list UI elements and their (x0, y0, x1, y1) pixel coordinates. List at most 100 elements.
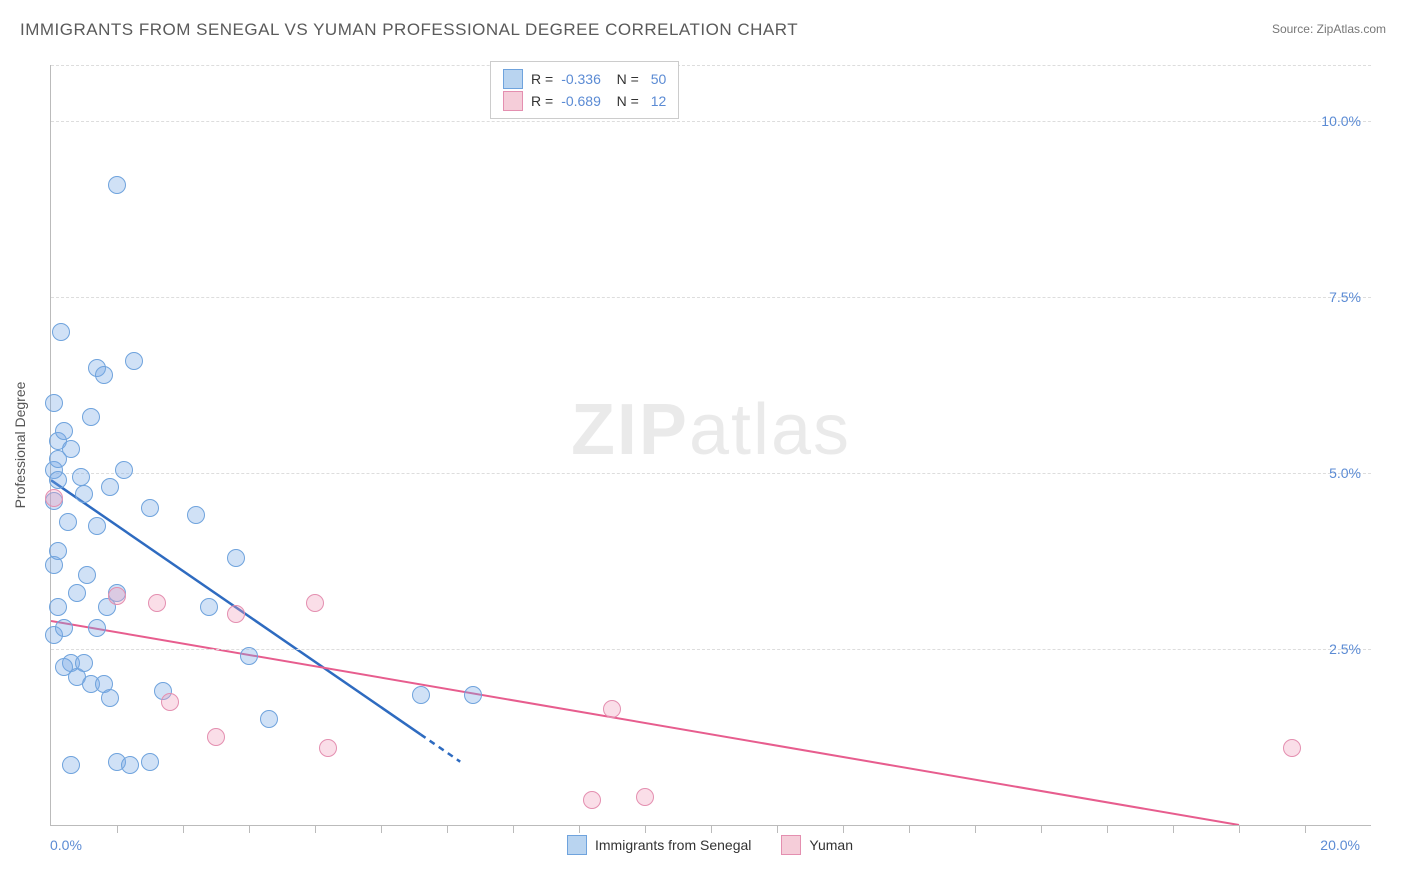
scatter-point-senegal (62, 756, 80, 774)
legend-r-label: R = (531, 68, 553, 90)
x-tick (249, 825, 250, 833)
scatter-point-senegal (49, 471, 67, 489)
scatter-point-senegal (240, 647, 258, 665)
legend-r-value: -0.689 (561, 90, 601, 112)
scatter-point-senegal (68, 584, 86, 602)
x-tick (1107, 825, 1108, 833)
x-tick (513, 825, 514, 833)
x-tick (579, 825, 580, 833)
scatter-point-senegal (49, 542, 67, 560)
x-tick (645, 825, 646, 833)
legend-swatch (567, 835, 587, 855)
legend-r-label: R = (531, 90, 553, 112)
x-axis-max-label: 20.0% (1320, 837, 1360, 853)
legend-label: Yuman (809, 837, 853, 853)
scatter-point-senegal (200, 598, 218, 616)
scatter-point-yuman (636, 788, 654, 806)
scatter-point-yuman (108, 587, 126, 605)
x-tick (1173, 825, 1174, 833)
gridline (51, 121, 1371, 122)
x-tick (1239, 825, 1240, 833)
chart-area: Professional Degree ZIPatlas 2.5%5.0%7.5… (50, 65, 1370, 825)
x-tick (975, 825, 976, 833)
scatter-point-senegal (78, 566, 96, 584)
scatter-point-senegal (72, 468, 90, 486)
chart-title: IMMIGRANTS FROM SENEGAL VS YUMAN PROFESS… (20, 20, 798, 40)
x-tick (381, 825, 382, 833)
scatter-point-senegal (45, 394, 63, 412)
y-tick-label: 7.5% (1329, 289, 1361, 305)
scatter-point-yuman (319, 739, 337, 757)
scatter-point-senegal (55, 422, 73, 440)
gridline (51, 473, 1371, 474)
scatter-point-yuman (603, 700, 621, 718)
scatter-point-senegal (101, 689, 119, 707)
scatter-point-senegal (125, 352, 143, 370)
scatter-point-senegal (55, 619, 73, 637)
scatter-point-senegal (121, 756, 139, 774)
series-legend: Immigrants from Senegal Yuman (567, 835, 853, 855)
trend-lines-layer (51, 65, 1371, 825)
scatter-point-senegal (75, 654, 93, 672)
x-tick (315, 825, 316, 833)
x-tick (447, 825, 448, 833)
scatter-point-senegal (88, 619, 106, 637)
gridline (51, 297, 1371, 298)
scatter-point-senegal (101, 478, 119, 496)
scatter-point-yuman (161, 693, 179, 711)
scatter-point-senegal (108, 176, 126, 194)
scatter-point-senegal (62, 440, 80, 458)
scatter-point-senegal (412, 686, 430, 704)
scatter-point-yuman (207, 728, 225, 746)
source-attribution: Source: ZipAtlas.com (1272, 22, 1386, 36)
y-tick-label: 2.5% (1329, 641, 1361, 657)
watermark: ZIPatlas (571, 389, 851, 471)
x-tick (711, 825, 712, 833)
y-axis-label: Professional Degree (12, 382, 28, 509)
legend-stat-row: R = -0.689 N = 12 (503, 90, 666, 112)
legend-swatch (503, 91, 523, 111)
legend-r-value: -0.336 (561, 68, 601, 90)
legend-swatch (503, 69, 523, 89)
scatter-point-senegal (49, 598, 67, 616)
y-tick-label: 5.0% (1329, 465, 1361, 481)
legend-item: Yuman (781, 835, 853, 855)
plot-region: ZIPatlas 2.5% 5.0% 7.5% 10.0% (50, 65, 1371, 826)
x-tick (1305, 825, 1306, 833)
y-tick-label: 10.0% (1321, 113, 1361, 129)
scatter-point-senegal (227, 549, 245, 567)
legend-n-value: 50 (647, 68, 666, 90)
scatter-point-senegal (59, 513, 77, 531)
scatter-point-senegal (75, 485, 93, 503)
scatter-point-senegal (55, 658, 73, 676)
scatter-point-yuman (583, 791, 601, 809)
x-tick (909, 825, 910, 833)
gridline (51, 65, 1371, 66)
scatter-point-senegal (464, 686, 482, 704)
legend-item: Immigrants from Senegal (567, 835, 751, 855)
scatter-point-senegal (141, 753, 159, 771)
legend-n-label: N = (609, 68, 639, 90)
scatter-point-senegal (141, 499, 159, 517)
scatter-point-yuman (227, 605, 245, 623)
x-tick (183, 825, 184, 833)
scatter-point-senegal (95, 366, 113, 384)
scatter-point-senegal (88, 517, 106, 535)
scatter-point-senegal (82, 408, 100, 426)
scatter-point-yuman (148, 594, 166, 612)
scatter-point-senegal (115, 461, 133, 479)
correlation-legend: R = -0.336 N = 50R = -0.689 N = 12 (490, 61, 679, 119)
legend-n-label: N = (609, 90, 639, 112)
x-tick (777, 825, 778, 833)
x-tick (1041, 825, 1042, 833)
scatter-point-senegal (187, 506, 205, 524)
legend-label: Immigrants from Senegal (595, 837, 751, 853)
scatter-point-senegal (52, 323, 70, 341)
legend-swatch (781, 835, 801, 855)
legend-stat-row: R = -0.336 N = 50 (503, 68, 666, 90)
scatter-point-yuman (45, 489, 63, 507)
scatter-point-senegal (260, 710, 278, 728)
scatter-point-yuman (306, 594, 324, 612)
x-tick (117, 825, 118, 833)
x-tick (843, 825, 844, 833)
